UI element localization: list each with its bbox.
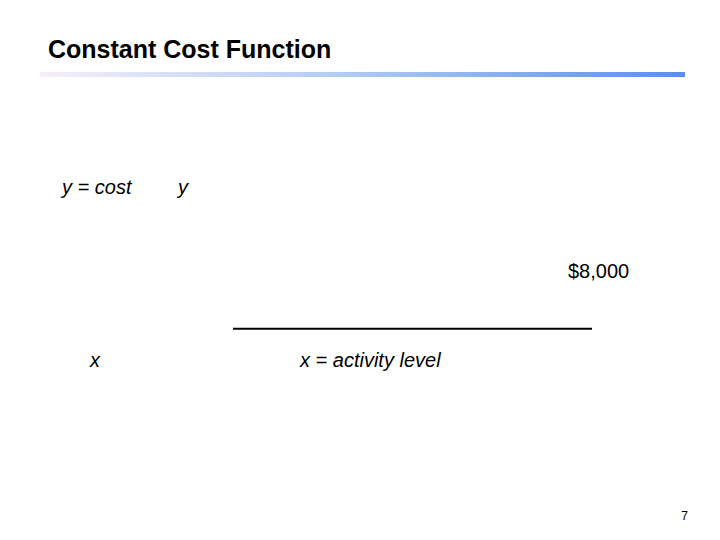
svg-text:x = activity level: x = activity level: [299, 349, 441, 371]
svg-text:Constant Cost Function: Constant Cost Function: [48, 35, 331, 63]
svg-text:x: x: [89, 349, 101, 371]
svg-text:$8,000: $8,000: [568, 260, 629, 282]
svg-text:y: y: [176, 176, 189, 198]
svg-text:y = cost: y = cost: [60, 176, 133, 198]
svg-text:7: 7: [681, 509, 688, 523]
